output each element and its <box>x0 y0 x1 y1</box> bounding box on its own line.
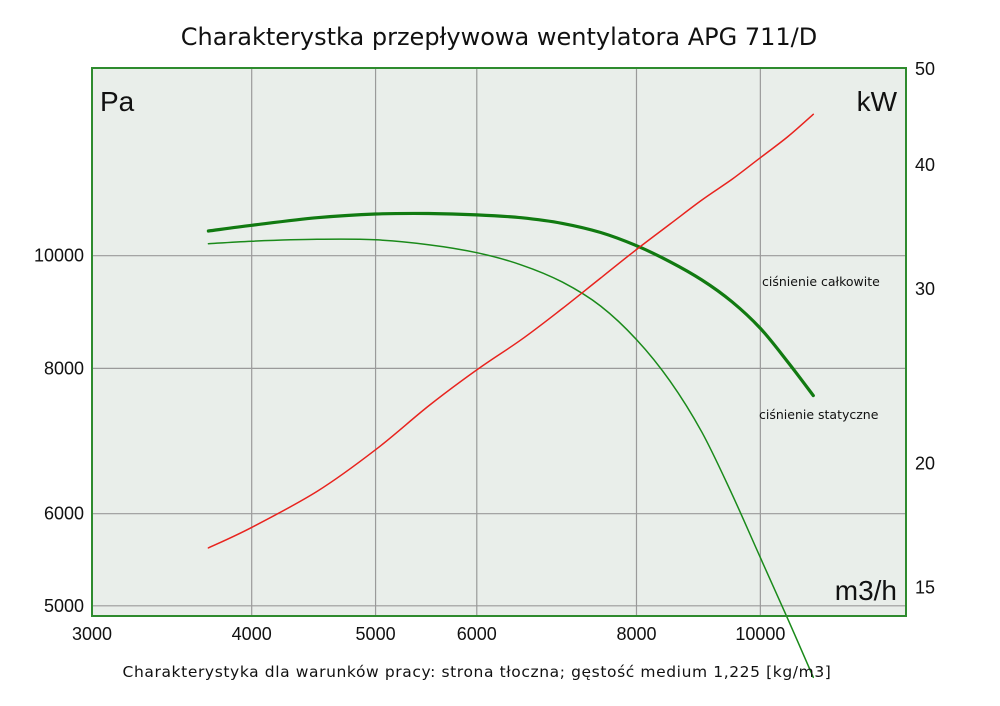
chart-title: Charakterystka przepływowa wentylatora A… <box>181 23 818 51</box>
x-tick-label: 3000 <box>72 624 112 644</box>
x-tick-label: 6000 <box>457 624 497 644</box>
y-right-tick-label: 20 <box>915 453 935 473</box>
series-line-0 <box>206 211 815 398</box>
series-label-static-pressure: ciśnienie statyczne <box>759 407 879 422</box>
right-axis-unit: kW <box>857 86 898 117</box>
series-line-1 <box>207 238 815 679</box>
series-group <box>206 113 815 679</box>
x-tick-label: 10000 <box>735 624 785 644</box>
grid-lines <box>92 68 906 616</box>
x-tick-label: 8000 <box>616 624 656 644</box>
x-tick-label: 4000 <box>232 624 272 644</box>
y-right-tick-label: 30 <box>915 279 935 299</box>
tick-labels: 3000 4000 5000 6000 8000 10000 5000 6000 8000 100… <box>34 59 935 644</box>
y-left-tick-label: 6000 <box>44 504 84 524</box>
left-axis-unit: Pa <box>100 86 135 117</box>
series-line-2 <box>207 113 815 549</box>
plot-background <box>92 68 906 616</box>
chart-footer: Charakterystyka dla warunków pracy: stro… <box>123 663 832 681</box>
y-right-tick-label: 15 <box>915 577 935 597</box>
y-left-tick-label: 10000 <box>34 246 84 266</box>
plot-frame <box>91 67 907 617</box>
y-left-tick-label: 8000 <box>44 358 84 378</box>
y-right-tick-label: 50 <box>915 59 935 79</box>
x-axis-unit: m3/h <box>835 575 897 606</box>
y-right-tick-label: 40 <box>915 155 935 175</box>
y-left-tick-label: 5000 <box>44 596 84 616</box>
series-label-total-pressure: ciśnienie całkowite <box>762 274 880 289</box>
x-tick-label: 5000 <box>356 624 396 644</box>
